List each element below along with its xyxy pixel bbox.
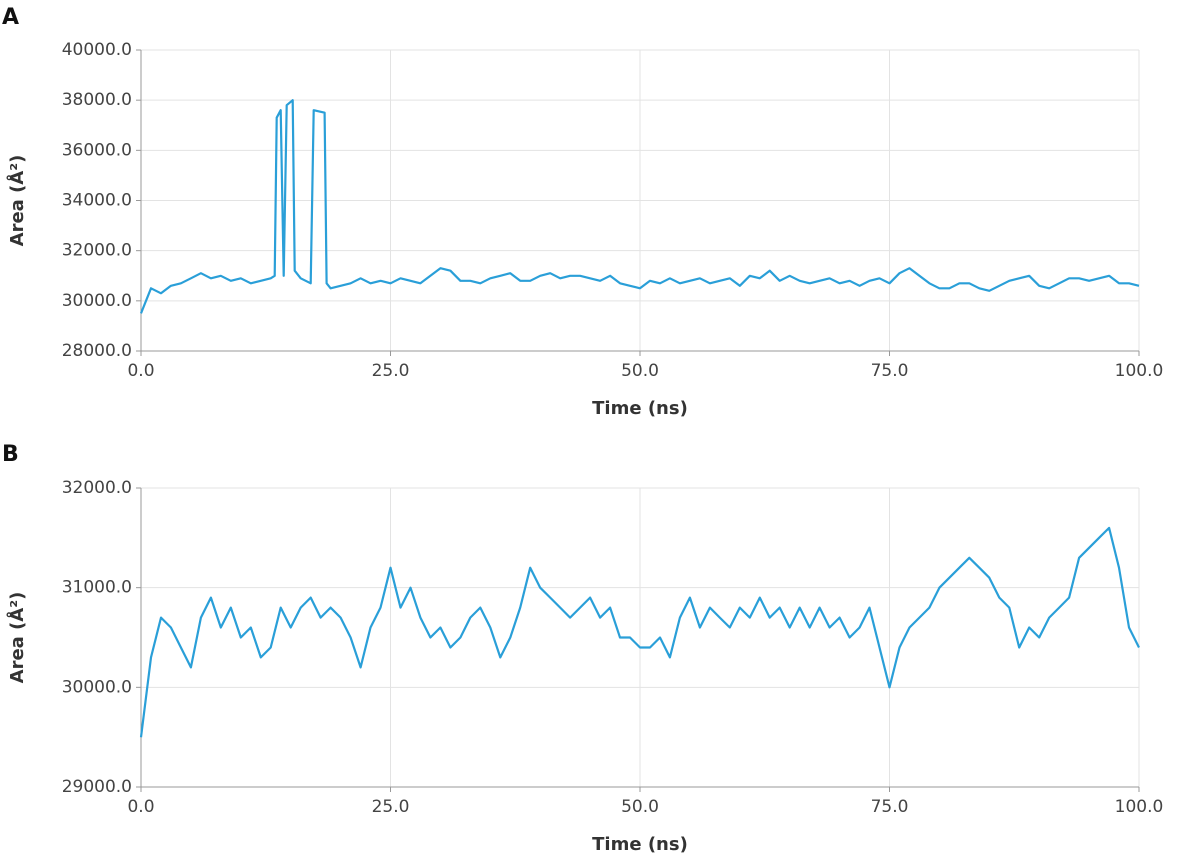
y-tick-label: 29000.0 [62, 777, 132, 797]
y-tick-label: 38000.0 [62, 90, 132, 110]
y-tick-label: 34000.0 [62, 191, 132, 211]
x-tick-label: 100.0 [1115, 797, 1164, 817]
x-tick-label: 25.0 [372, 361, 410, 381]
x-tick-label: 100.0 [1115, 361, 1164, 381]
x-tick-label: 0.0 [127, 361, 154, 381]
y-tick-label: 32000.0 [62, 241, 132, 261]
x-tick-label: 50.0 [621, 797, 659, 817]
x-tick-label: 50.0 [621, 361, 659, 381]
data-line [139, 99, 1140, 314]
x-tick-label: 0.0 [127, 797, 154, 817]
x-axis-label: Time (ns) [592, 834, 688, 855]
y-tick-label: 40000.0 [62, 40, 132, 60]
y-tick-label: 31000.0 [62, 578, 132, 598]
x-tick-label: 25.0 [372, 797, 410, 817]
data-line [139, 526, 1140, 738]
y-axis-label: Area (Å²) [5, 155, 28, 247]
panel-label: A [2, 5, 19, 30]
y-tick-label: 30000.0 [62, 677, 132, 697]
y-tick-label: 30000.0 [62, 291, 132, 311]
y-tick-label: 32000.0 [62, 478, 132, 498]
x-tick-label: 75.0 [871, 797, 909, 817]
y-tick-label: 36000.0 [62, 140, 132, 160]
y-axis-label: Area (Å²) [5, 592, 28, 684]
panel-label: B [2, 442, 19, 467]
x-axis-label: Time (ns) [592, 398, 688, 419]
x-tick-label: 75.0 [871, 361, 909, 381]
y-tick-label: 28000.0 [62, 341, 132, 361]
